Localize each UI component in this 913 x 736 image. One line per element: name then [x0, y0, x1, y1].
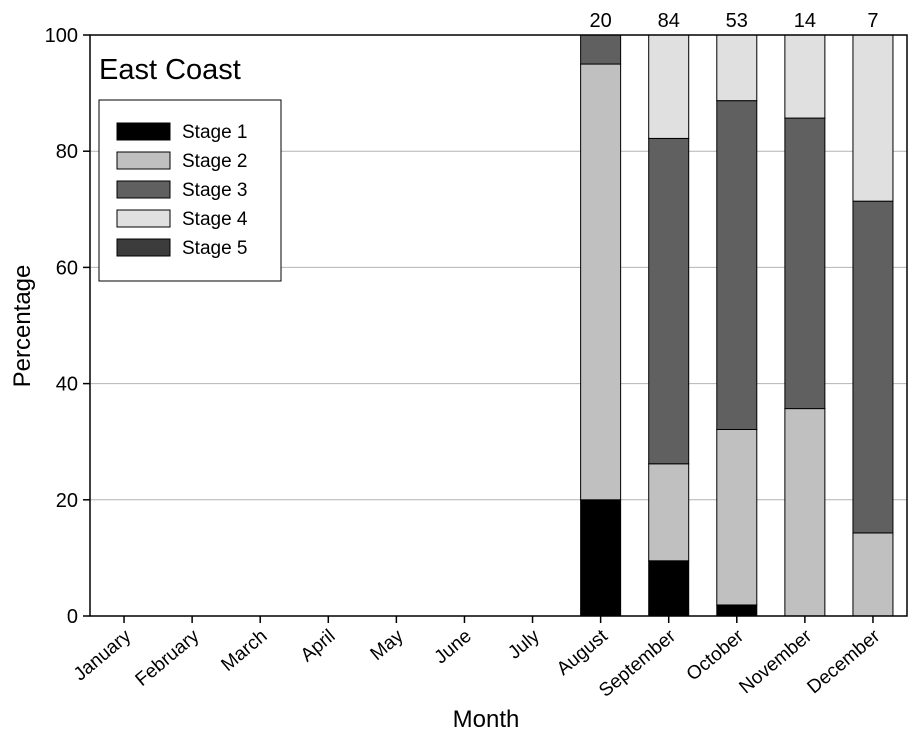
x-tick-label: March [217, 626, 271, 676]
sample-size-label: 53 [726, 10, 748, 32]
x-tick-label: February [132, 625, 204, 690]
legend-label: Stage 1 [182, 122, 248, 143]
sample-size-labels: 20 84 53 14 7 [590, 10, 879, 32]
legend-label: Stage 3 [182, 180, 248, 201]
bar-segment [716, 604, 758, 617]
legend-label: Stage 2 [182, 151, 248, 172]
bar-segment [852, 200, 894, 534]
legend-swatch [116, 180, 171, 199]
bar-segment [648, 34, 690, 139]
bar-segment [716, 100, 758, 430]
legend-swatch [116, 151, 171, 170]
legend-label: Stage 5 [182, 238, 248, 259]
bar-segment [716, 428, 758, 606]
y-axis: 0 20 40 60 80 100 [45, 25, 90, 628]
bar-segment [648, 463, 690, 562]
legend-swatch [116, 122, 171, 141]
sample-size-label: 20 [590, 10, 612, 32]
x-tick-label: August [553, 625, 612, 680]
bar-segment [580, 63, 622, 501]
bar-segment [648, 560, 690, 617]
legend: Stage 1 Stage 2 Stage 3 Stage 4 Stage 5 [98, 99, 282, 282]
x-tick-label: May [367, 625, 408, 664]
bar-segment [852, 532, 894, 617]
y-tick-label: 60 [56, 257, 78, 279]
y-tick-label: 100 [45, 25, 78, 47]
bar-segment [580, 34, 622, 65]
x-tick-label: July [504, 625, 544, 663]
x-tick-label: June [431, 626, 476, 669]
chart-title: East Coast [99, 54, 241, 86]
x-tick-label: November [735, 625, 816, 698]
y-axis-title: Percentage [9, 265, 36, 388]
sample-size-label: 7 [867, 10, 878, 32]
x-tick-label: April [297, 626, 340, 667]
bar-segment [580, 499, 622, 617]
y-tick-label: 40 [56, 374, 78, 396]
plot-frame [89, 34, 908, 617]
x-tick-label: October [683, 625, 749, 685]
bar-segment [716, 34, 758, 102]
bar-segment [784, 117, 826, 410]
legend-label: Stage 4 [182, 209, 248, 230]
bars [580, 34, 894, 617]
bar-segment [648, 137, 690, 465]
x-tick-label: January [70, 625, 136, 685]
legend-swatch [116, 209, 171, 228]
bar-segment [784, 34, 826, 119]
bar-segment [852, 34, 894, 202]
y-tick-label: 0 [67, 606, 78, 628]
x-tick-label: December [804, 625, 885, 698]
x-axis-title: Month [453, 706, 520, 733]
legend-swatch [116, 238, 171, 257]
sample-size-label: 14 [794, 10, 816, 32]
y-tick-label: 80 [56, 141, 78, 163]
bar-segment [784, 408, 826, 617]
x-tick-label: September [595, 625, 680, 701]
sample-size-label: 84 [658, 10, 680, 32]
y-tick-label: 20 [56, 490, 78, 512]
